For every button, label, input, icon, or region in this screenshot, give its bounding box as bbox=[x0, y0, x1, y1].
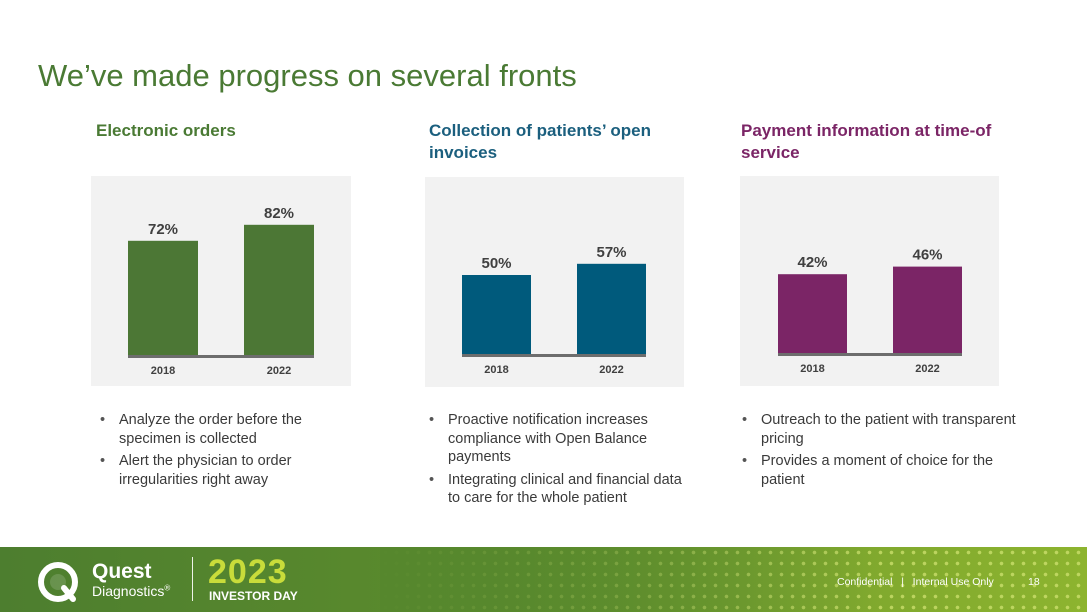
x-tick-label: 2018 bbox=[800, 363, 824, 375]
bar-2022 bbox=[244, 224, 314, 356]
chart-3-title: Payment information at time-of service bbox=[741, 121, 992, 162]
footer-divider bbox=[192, 557, 193, 601]
bullet-item: Proactive notification increases complia… bbox=[426, 411, 686, 467]
bar-2018 bbox=[778, 274, 847, 354]
bullet-item: Analyze the order before the specimen is… bbox=[97, 411, 347, 448]
event-year: 2023 bbox=[208, 553, 288, 591]
footer-banner bbox=[0, 547, 1087, 612]
bullet-item: Outreach to the patient with transparent… bbox=[739, 411, 1019, 448]
confidential-label: Confidential | Internal Use Only bbox=[837, 576, 994, 588]
x-axis-line bbox=[778, 353, 962, 356]
x-axis-line bbox=[462, 354, 646, 357]
brand-name: Quest bbox=[92, 560, 152, 583]
x-tick-label: 2022 bbox=[915, 363, 939, 375]
chart-2-panel: 50% 2018 57% 2022 bbox=[425, 177, 684, 387]
value-label: 82% bbox=[264, 205, 294, 222]
chart-2-svg: 50% 2018 57% 2022 bbox=[462, 244, 646, 376]
x-axis-line bbox=[128, 355, 314, 358]
x-tick-label: 2022 bbox=[599, 364, 623, 376]
chart-1-title: Electronic orders bbox=[96, 121, 236, 140]
bullet-item: Alert the physician to order irregularit… bbox=[97, 452, 347, 489]
x-tick-label: 2022 bbox=[267, 365, 291, 377]
value-label: 42% bbox=[797, 254, 827, 271]
bar-2022 bbox=[893, 266, 962, 354]
bar-2018 bbox=[462, 275, 531, 355]
brand-subtitle: Diagnostics® bbox=[92, 583, 171, 599]
chart-1-bullets: Analyze the order before the specimen is… bbox=[97, 411, 347, 493]
value-label: 72% bbox=[148, 221, 178, 238]
value-label: 50% bbox=[481, 255, 511, 272]
chart-1-panel: 72% 2018 82% 2022 bbox=[91, 176, 351, 386]
chart-2-bullets: Proactive notification increases complia… bbox=[426, 411, 686, 512]
event-name: INVESTOR DAY bbox=[209, 589, 298, 603]
chart-3-bullets: Outreach to the patient with transparent… bbox=[739, 411, 1019, 493]
slide-title: We’ve made progress on several fronts bbox=[38, 58, 577, 93]
bullet-item: Integrating clinical and financial data … bbox=[426, 471, 686, 508]
chart-3-svg: 42% 2018 46% 2022 bbox=[778, 247, 962, 375]
page-number: 18 bbox=[1028, 576, 1040, 588]
x-tick-label: 2018 bbox=[151, 365, 175, 377]
bar-2018 bbox=[128, 240, 198, 356]
value-label: 46% bbox=[912, 247, 942, 264]
chart-2-title: Collection of patients’ open invoices bbox=[429, 121, 651, 162]
bar-2022 bbox=[577, 263, 646, 355]
chart-3-panel: 42% 2018 46% 2022 bbox=[740, 176, 999, 386]
bullet-item: Provides a moment of choice for the pati… bbox=[739, 452, 1019, 489]
chart-1-svg: 72% 2018 82% 2022 bbox=[128, 205, 314, 377]
x-tick-label: 2018 bbox=[484, 364, 508, 376]
value-label: 57% bbox=[596, 244, 626, 261]
quest-logo-icon bbox=[38, 562, 78, 602]
